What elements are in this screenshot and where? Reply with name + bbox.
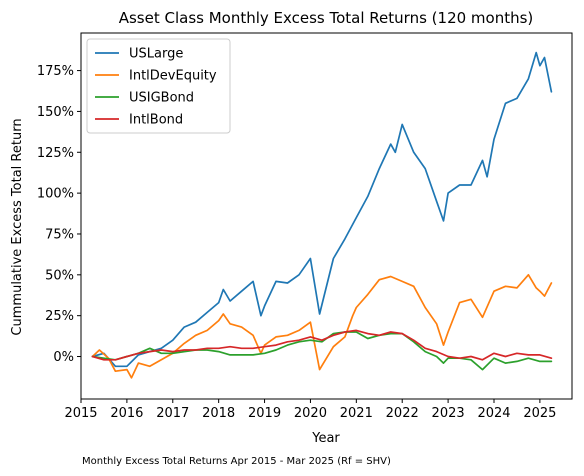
x-axis: 2015 2016 2017 2018 2019 2020 2021 2022 2023 2024…: [64, 399, 556, 421]
legend-box: [86, 38, 231, 134]
y-tick-label: 150%: [37, 105, 74, 120]
x-tick-label: 2019: [248, 406, 281, 421]
plot-series: [91, 51, 553, 379]
x-tick-label: 2020: [294, 406, 327, 421]
x-tick-label: 2016: [110, 406, 143, 421]
x-tick-label: 2024: [477, 406, 510, 421]
legend-label: USIGBond: [129, 91, 194, 106]
legend-label: USLarge: [129, 47, 183, 62]
x-tick-label: 2021: [340, 406, 373, 421]
series-line-uslarge: [91, 51, 553, 368]
y-tick-label: 175%: [37, 64, 74, 79]
y-tick-label: 100%: [37, 187, 74, 202]
y-tick-label: 0%: [53, 350, 74, 365]
chart-title: Asset Class Monthly Excess Total Returns…: [119, 9, 534, 27]
x-tick-label: 2023: [432, 406, 465, 421]
y-tick-label: 125%: [37, 146, 74, 161]
x-axis-label: Year: [311, 431, 340, 446]
x-tick-label: 2015: [64, 406, 97, 421]
legend: USLarge IntlDevEquity USIGBond IntlBond: [86, 38, 231, 134]
series-line-intldevequity: [91, 273, 553, 379]
y-axis: 0% 25% 50% 75% 100% 125% 150% 175%: [37, 64, 81, 365]
y-tick-label: 75%: [45, 227, 74, 242]
y-tick-label: 25%: [45, 309, 74, 324]
x-tick-label: 2018: [202, 406, 235, 421]
x-tick-label: 2025: [523, 406, 556, 421]
plot-frame: [80, 32, 573, 400]
y-tick-label: 50%: [45, 268, 74, 283]
x-tick-label: 2022: [386, 406, 419, 421]
footnote: Monthly Excess Total Returns Apr 2015 - …: [82, 456, 391, 467]
series-line-intlbond: [91, 329, 553, 361]
legend-label: IntlDevEquity: [129, 69, 217, 84]
x-tick-label: 2017: [156, 406, 189, 421]
legend-label: IntlBond: [129, 113, 183, 128]
y-axis-label: Cummulative Excess Total Return: [10, 118, 25, 335]
